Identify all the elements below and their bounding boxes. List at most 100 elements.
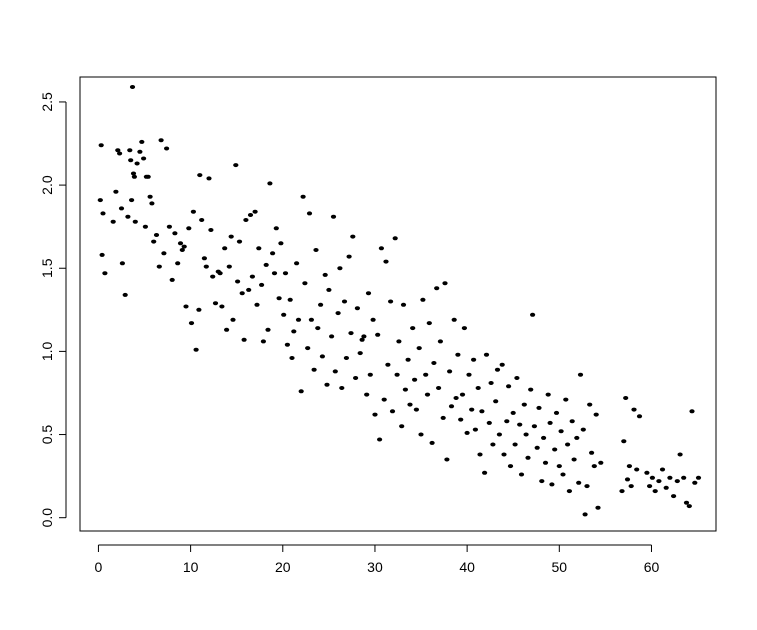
data-point <box>448 404 455 409</box>
data-point <box>287 297 293 302</box>
data-point <box>233 163 239 168</box>
data-point <box>241 337 247 342</box>
data-point <box>370 317 376 322</box>
data-point <box>260 339 266 344</box>
data-point <box>128 158 134 163</box>
data-point <box>206 176 212 181</box>
data-point <box>276 296 282 301</box>
data-point <box>580 427 586 432</box>
data-point <box>377 437 383 442</box>
data-point <box>134 161 140 166</box>
data-point <box>300 194 306 199</box>
data-point <box>357 351 363 356</box>
data-point <box>494 367 501 372</box>
y-tick-label: 0.0 <box>39 508 55 528</box>
data-point <box>394 372 400 377</box>
data-point <box>361 334 367 339</box>
data-point <box>504 419 510 424</box>
data-point <box>686 504 692 509</box>
data-point <box>141 156 147 161</box>
data-point <box>383 259 389 264</box>
y-tick-label: 2.0 <box>39 175 55 195</box>
data-point <box>671 494 677 499</box>
data-point <box>517 422 523 427</box>
data-point <box>226 264 232 269</box>
data-point <box>341 299 348 304</box>
data-point <box>539 479 545 484</box>
data-point <box>311 367 317 372</box>
data-point <box>330 214 337 219</box>
data-point <box>576 480 582 485</box>
data-point <box>399 424 405 429</box>
data-point <box>254 302 260 307</box>
x-tick-label: 60 <box>644 559 660 575</box>
data-point <box>263 262 269 267</box>
data-point <box>400 302 407 307</box>
data-point <box>692 480 698 485</box>
data-point <box>477 452 483 457</box>
data-point <box>115 148 121 153</box>
data-point <box>203 264 209 269</box>
data-point <box>469 407 475 412</box>
data-point <box>558 429 564 434</box>
data-point <box>282 271 289 276</box>
data-point <box>553 410 560 415</box>
data-point <box>335 311 341 316</box>
data-point <box>375 332 381 337</box>
data-point <box>695 475 702 480</box>
data-point <box>437 339 443 344</box>
data-point <box>179 248 185 252</box>
data-point <box>113 189 119 194</box>
data-point <box>565 442 571 447</box>
data-point <box>145 174 151 179</box>
data-point <box>125 214 131 219</box>
data-point <box>322 272 328 277</box>
y-tick-label: 1.0 <box>39 341 55 361</box>
data-point <box>525 455 531 460</box>
x-axis: 0 10 20 30 40 50 60 <box>95 544 660 575</box>
data-point <box>677 452 683 457</box>
data-point <box>222 246 228 251</box>
data-point <box>212 301 219 306</box>
data-point <box>545 392 551 397</box>
data-point <box>416 346 422 351</box>
data-point <box>528 387 534 392</box>
data-point <box>464 430 470 435</box>
data-point <box>284 342 290 347</box>
data-point <box>396 339 402 344</box>
data-point <box>281 312 287 317</box>
x-tick-label: 20 <box>275 559 291 575</box>
data-point <box>577 372 584 377</box>
data-point <box>153 233 160 237</box>
data-point <box>100 211 106 216</box>
data-point <box>102 271 108 276</box>
data-point <box>499 362 505 367</box>
data-point <box>549 482 555 487</box>
data-point <box>332 369 338 374</box>
data-point <box>339 386 345 390</box>
data-point <box>587 402 593 407</box>
data-point <box>591 464 597 469</box>
data-point <box>196 307 202 312</box>
y-axis: 0.0 0.5 1.0 1.5 2.0 2.5 <box>39 92 67 528</box>
data-point <box>619 489 625 494</box>
data-point <box>486 420 492 425</box>
data-point <box>181 244 187 249</box>
data-point <box>593 412 599 417</box>
data-point <box>129 198 135 203</box>
data-point <box>201 256 207 261</box>
data-point <box>683 500 690 505</box>
data-point <box>674 479 680 484</box>
data-point <box>598 460 604 465</box>
data-point <box>372 412 378 417</box>
data-point <box>142 224 148 229</box>
data-point <box>270 251 276 256</box>
data-point <box>127 148 133 153</box>
data-point <box>453 396 459 400</box>
x-tick-label: 30 <box>367 559 383 575</box>
data-point <box>563 397 569 402</box>
x-tick-label: 10 <box>183 559 199 575</box>
data-point <box>110 219 116 224</box>
data-point <box>378 246 384 251</box>
